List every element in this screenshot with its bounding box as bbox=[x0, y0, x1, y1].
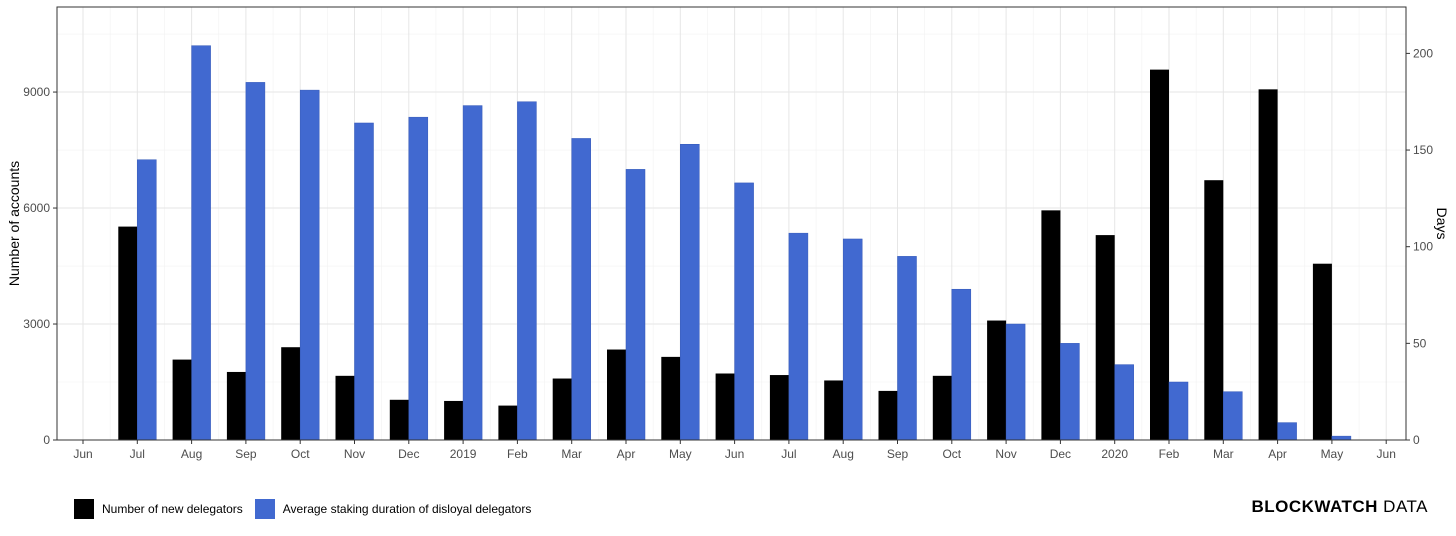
legend-item-staking-duration: Average staking duration of disloyal del… bbox=[254, 499, 532, 519]
bar-staking-duration bbox=[1277, 422, 1297, 441]
y-axis-title: Number of accounts bbox=[6, 161, 22, 286]
x-tick-label: Feb bbox=[507, 447, 528, 461]
bar-staking-duration bbox=[299, 89, 320, 441]
y2-tick-label: 50 bbox=[1413, 336, 1427, 350]
y2-tick-label: 100 bbox=[1413, 240, 1433, 254]
bar-staking-duration bbox=[1005, 323, 1026, 441]
bar-new-delegators bbox=[172, 359, 192, 440]
bar-staking-duration bbox=[788, 232, 809, 441]
bar-staking-duration bbox=[734, 182, 754, 441]
bar-staking-duration bbox=[191, 45, 211, 441]
y-axis-right: 0 50 100 150 200 bbox=[1406, 46, 1433, 447]
bar-staking-duration bbox=[462, 105, 483, 441]
x-tick-label: Dec bbox=[1050, 447, 1071, 461]
x-tick-label: May bbox=[669, 447, 692, 461]
x-tick-label: Mar bbox=[1213, 447, 1234, 461]
x-tick-label: Dec bbox=[398, 447, 419, 461]
y2-tick-label: 150 bbox=[1413, 143, 1433, 157]
bar-new-delegators bbox=[118, 226, 138, 440]
bar-new-delegators bbox=[281, 347, 301, 440]
bar-staking-duration bbox=[408, 116, 429, 441]
x-axis: Jun Jul Aug Sep Oct Nov Dec 2019 Feb Mar Apr May Jun… bbox=[73, 440, 1396, 461]
x-tick-label: Jun bbox=[1377, 447, 1396, 461]
x-tick-label: Sep bbox=[887, 447, 909, 461]
bar-new-delegators bbox=[1312, 263, 1332, 440]
x-tick-label: Jul bbox=[781, 447, 796, 461]
bar-new-delegators bbox=[1204, 180, 1224, 440]
legend-item-new-delegators: Number of new delegators bbox=[74, 499, 243, 519]
bar-new-delegators bbox=[1150, 69, 1169, 440]
x-tick-label: Nov bbox=[344, 447, 365, 461]
legend-key-blue bbox=[254, 499, 275, 519]
bar-staking-duration bbox=[951, 288, 972, 441]
bar-new-delegators bbox=[1041, 210, 1061, 440]
x-tick-label: Apr bbox=[617, 447, 636, 461]
bar-staking-duration bbox=[1114, 364, 1134, 441]
bar-new-delegators bbox=[1095, 235, 1115, 440]
x-tick-label: Mar bbox=[561, 447, 582, 461]
bar-new-delegators bbox=[878, 390, 898, 440]
x-tick-label: 2019 bbox=[450, 447, 477, 461]
y-tick-label: 0 bbox=[43, 433, 50, 447]
y2-axis-title: Days bbox=[1434, 208, 1450, 240]
brand-logo: BLOCKWATCH DATA bbox=[1251, 497, 1428, 517]
bars bbox=[118, 45, 1352, 441]
y-axis-left: 0 3000 6000 9000 bbox=[23, 85, 57, 447]
legend-label: Average staking duration of disloyal del… bbox=[282, 502, 532, 516]
x-tick-label: Oct bbox=[291, 447, 310, 461]
panel-border bbox=[56, 6, 1407, 441]
bar-new-delegators bbox=[715, 373, 735, 440]
y2-tick-label: 0 bbox=[1413, 433, 1420, 447]
bar-new-delegators bbox=[444, 400, 464, 440]
bar-new-delegators bbox=[226, 371, 246, 440]
bar-new-delegators bbox=[932, 375, 952, 440]
bar-staking-duration bbox=[842, 238, 863, 441]
x-tick-label: Jun bbox=[725, 447, 744, 461]
x-tick-label: 2020 bbox=[1101, 447, 1128, 461]
bar-new-delegators bbox=[607, 349, 626, 440]
x-tick-label: Apr bbox=[1268, 447, 1287, 461]
bar-staking-duration bbox=[1331, 435, 1352, 441]
bar-staking-duration bbox=[897, 256, 917, 441]
bar-staking-duration bbox=[680, 143, 700, 441]
x-tick-label: Sep bbox=[235, 447, 257, 461]
x-tick-label: Feb bbox=[1159, 447, 1180, 461]
x-tick-label: Oct bbox=[942, 447, 961, 461]
y-tick-label: 9000 bbox=[23, 85, 50, 99]
x-tick-label: Jun bbox=[73, 447, 92, 461]
x-tick-label: May bbox=[1321, 447, 1344, 461]
bar-staking-duration bbox=[245, 82, 266, 441]
bar-new-delegators bbox=[824, 380, 844, 440]
bar-new-delegators bbox=[1258, 89, 1278, 440]
legend-key-black bbox=[74, 499, 94, 519]
y2-tick-label: 200 bbox=[1413, 46, 1433, 60]
brand-part-2: DATA bbox=[1377, 497, 1428, 516]
x-tick-label: Nov bbox=[995, 447, 1016, 461]
y-tick-label: 3000 bbox=[23, 317, 50, 331]
bar-staking-duration bbox=[571, 138, 591, 441]
bar-new-delegators bbox=[661, 356, 681, 440]
bar-staking-duration bbox=[1060, 343, 1080, 441]
x-tick-label: Aug bbox=[833, 447, 854, 461]
bar-new-delegators bbox=[389, 399, 409, 440]
bar-staking-duration bbox=[1168, 381, 1189, 441]
bar-new-delegators bbox=[335, 375, 355, 440]
bar-new-delegators bbox=[552, 378, 572, 440]
bar-staking-duration bbox=[625, 169, 646, 441]
bar-staking-duration bbox=[137, 159, 157, 441]
legend: Number of new delegators Average staking… bbox=[74, 499, 533, 519]
bar-new-delegators bbox=[769, 375, 789, 440]
brand-part-1: BLOCKWATCH bbox=[1251, 497, 1378, 516]
bar-staking-duration bbox=[1223, 391, 1243, 441]
bar-new-delegators bbox=[498, 405, 518, 440]
bar-staking-duration bbox=[354, 122, 374, 441]
x-tick-label: Jul bbox=[130, 447, 145, 461]
x-tick-label: Aug bbox=[181, 447, 202, 461]
legend-label: Number of new delegators bbox=[102, 502, 243, 516]
bar-staking-duration bbox=[517, 101, 537, 441]
y-tick-label: 6000 bbox=[23, 201, 50, 215]
bar-new-delegators bbox=[987, 320, 1007, 440]
